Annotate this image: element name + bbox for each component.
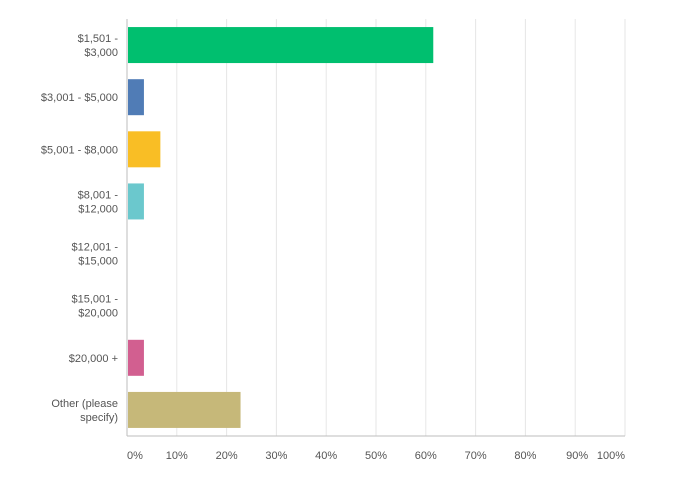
bar	[128, 391, 241, 428]
bar	[128, 131, 161, 168]
bar	[128, 339, 144, 376]
x-tick-label: 10%	[166, 450, 188, 462]
x-tick-label: 50%	[365, 450, 387, 462]
bar	[128, 183, 144, 220]
gridlines	[176, 19, 626, 436]
bar	[128, 27, 434, 64]
x-tick-label: 0%	[127, 450, 143, 462]
category-label: $8,001 -	[78, 189, 119, 201]
category-label: $1,501 -	[78, 33, 119, 45]
x-tick-label: 80%	[514, 450, 536, 462]
category-label: $15,000	[78, 256, 118, 268]
x-tick-label: 70%	[465, 450, 487, 462]
category-label: $20,000	[78, 308, 118, 320]
bar	[128, 79, 144, 116]
x-tick-label: 90%	[566, 450, 588, 462]
bars	[128, 27, 434, 428]
x-tick-labels: 0% 10% 20% 30% 40% 50% 60% 70% 80% 90% 100%	[127, 450, 625, 462]
category-label: $12,001 -	[72, 242, 119, 254]
x-tick-label: 100%	[597, 450, 625, 462]
category-labels: $1,501 - $3,000 $3,001 - $5,000 $5,001 - $8…	[41, 33, 118, 424]
category-label: $12,000	[78, 203, 118, 215]
x-tick-label: 20%	[216, 450, 238, 462]
category-label: $3,001 - $5,000	[41, 92, 118, 104]
category-label: $15,001 -	[72, 294, 119, 306]
category-label: $5,001 - $8,000	[41, 144, 118, 156]
category-label: Other (please	[51, 398, 118, 410]
category-label: $20,000 +	[69, 353, 118, 365]
category-label: specify)	[80, 412, 118, 424]
x-tick-label: 60%	[415, 450, 437, 462]
x-tick-label: 30%	[265, 450, 287, 462]
category-label: $3,000	[84, 47, 118, 59]
x-tick-label: 40%	[315, 450, 337, 462]
